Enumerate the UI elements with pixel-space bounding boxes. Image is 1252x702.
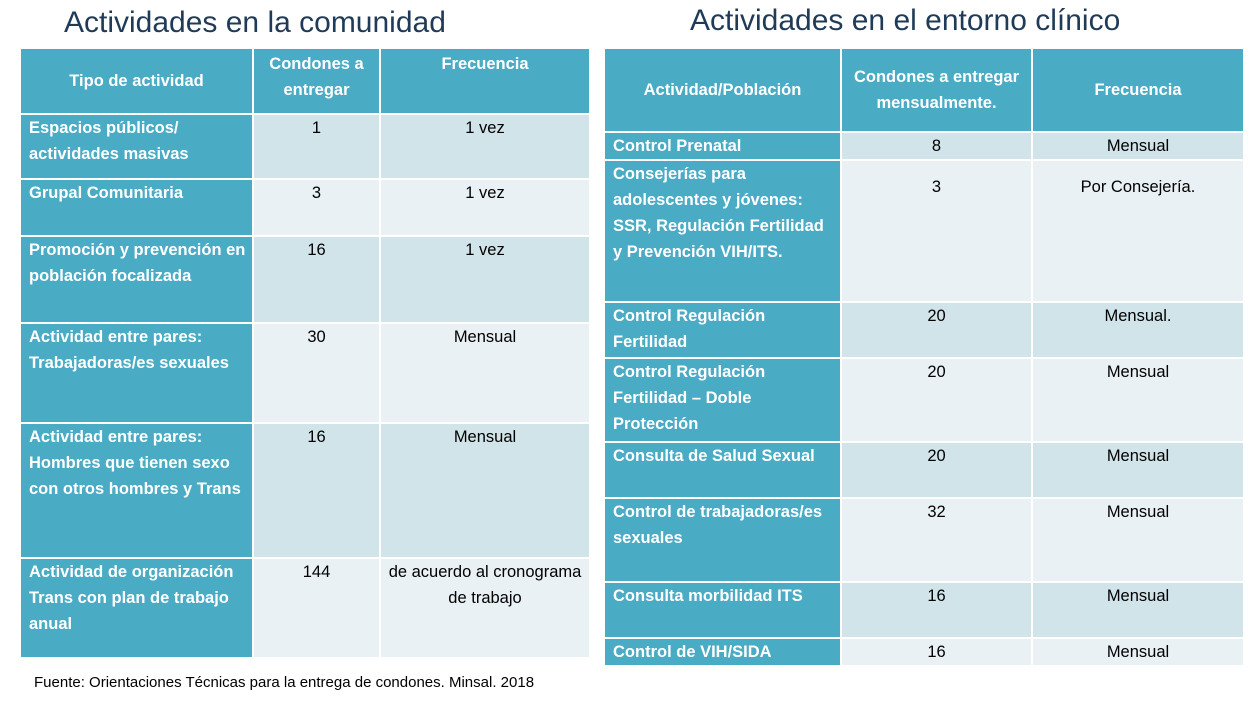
frequency-cell: Mensual [1031, 357, 1245, 443]
activity-cell: Actividad entre pares: Trabajadoras/es s… [19, 322, 254, 424]
frequency-cell: Mensual [1031, 581, 1245, 639]
frequency-cell: de acuerdo al cronograma de trabajo [379, 557, 591, 659]
activity-cell: Actividad entre pares: Hombres que tiene… [19, 422, 254, 559]
frequency-cell: Mensual [379, 422, 591, 559]
activity-cell: Espacios públicos/ actividades masivas [19, 113, 254, 180]
condoms-cell: 20 [840, 301, 1033, 359]
condoms-cell: 8 [840, 131, 1033, 161]
activity-cell: Consulta de Salud Sexual [603, 441, 842, 499]
table-row: Control Regulación Fertilidad – Doble Pr… [603, 357, 1245, 443]
table-row: Control Regulación Fertilidad 20 Mensual… [603, 301, 1245, 359]
clinical-activities-title: Actividades en el entorno clínico [690, 4, 1121, 37]
header-condoms: Condones a entregar [252, 47, 381, 115]
table-row: Actividad entre pares: Trabajadoras/es s… [19, 322, 591, 424]
activity-cell: Control Prenatal [603, 131, 842, 161]
condoms-cell: 30 [252, 322, 381, 424]
condoms-cell: 144 [252, 557, 381, 659]
table-row: Control de trabajadoras/es sexuales 32 M… [603, 497, 1245, 583]
frequency-cell: Mensual [1031, 497, 1245, 583]
source-note: Fuente: Orientaciones Técnicas para la e… [34, 674, 535, 691]
table-row: Promoción y prevención en población foca… [19, 235, 591, 324]
table-row: Consejerías para adolescentes y jóvenes:… [603, 159, 1245, 303]
header-activity-type: Tipo de actividad [19, 47, 254, 115]
activity-cell: Grupal Comunitaria [19, 178, 254, 237]
frequency-cell: Mensual [379, 322, 591, 424]
frequency-cell: Mensual. [1031, 301, 1245, 359]
table-row: Actividad entre pares: Hombres que tiene… [19, 422, 591, 559]
frequency-cell: 1 vez [379, 235, 591, 324]
header-frequency: Frecuencia [1031, 47, 1245, 133]
condoms-cell: 16 [252, 235, 381, 324]
activity-cell: Control de trabajadoras/es sexuales [603, 497, 842, 583]
activity-cell: Control de VIH/SIDA [603, 637, 842, 667]
condoms-cell: 16 [840, 637, 1033, 667]
condoms-cell: 32 [840, 497, 1033, 583]
header-condoms-monthly: Condones a entregar mensualmente. [840, 47, 1033, 133]
table-row: Actividad de organización Trans con plan… [19, 557, 591, 659]
table-row: Consulta morbilidad ITS 16 Mensual [603, 581, 1245, 639]
condoms-cell: 16 [252, 422, 381, 559]
activity-cell: Control Regulación Fertilidad – Doble Pr… [603, 357, 842, 443]
frequency-cell: Mensual [1031, 637, 1245, 667]
table-row: Control de VIH/SIDA 16 Mensual [603, 637, 1245, 667]
table-row: Control Prenatal 8 Mensual [603, 131, 1245, 161]
community-activities-title: Actividades en la comunidad [64, 6, 446, 39]
community-activities-table: Tipo de actividad Condones a entregar Fr… [19, 47, 591, 659]
condoms-cell: 20 [840, 357, 1033, 443]
clinical-activities-table: Actividad/Población Condones a entregar … [603, 47, 1245, 667]
activity-cell: Consulta morbilidad ITS [603, 581, 842, 639]
frequency-cell: 1 vez [379, 178, 591, 237]
activity-cell: Control Regulación Fertilidad [603, 301, 842, 359]
frequency-cell: Mensual [1031, 131, 1245, 161]
activity-cell: Actividad de organización Trans con plan… [19, 557, 254, 659]
frequency-cell: 1 vez [379, 113, 591, 180]
condoms-cell: 3 [252, 178, 381, 237]
frequency-cell: Por Consejería. [1031, 159, 1245, 303]
header-frequency: Frecuencia [379, 47, 591, 115]
table-row: Espacios públicos/ actividades masivas 1… [19, 113, 591, 180]
condoms-cell: 1 [252, 113, 381, 180]
table-row: Grupal Comunitaria 3 1 vez [19, 178, 591, 237]
frequency-cell: Mensual [1031, 441, 1245, 499]
condoms-cell: 3 [840, 159, 1033, 303]
activity-cell: Promoción y prevención en población foca… [19, 235, 254, 324]
table-row: Consulta de Salud Sexual 20 Mensual [603, 441, 1245, 499]
activity-cell: Consejerías para adolescentes y jóvenes:… [603, 159, 842, 303]
header-activity-population: Actividad/Población [603, 47, 842, 133]
condoms-cell: 16 [840, 581, 1033, 639]
condoms-cell: 20 [840, 441, 1033, 499]
